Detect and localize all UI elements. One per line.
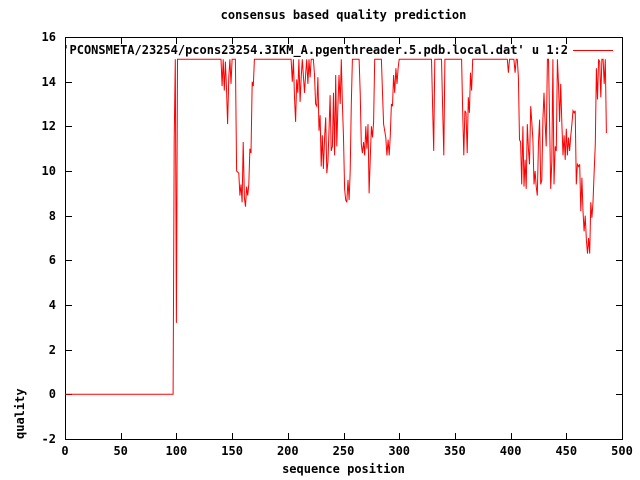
x-tick-label: 400 bbox=[499, 444, 522, 458]
x-tick-label: 100 bbox=[165, 444, 188, 458]
x-axis-label: sequence position bbox=[282, 462, 405, 476]
x-tick-label: 0 bbox=[61, 444, 69, 458]
y-tick-label: 2 bbox=[48, 342, 56, 357]
x-tick-label: 500 bbox=[611, 444, 633, 458]
y-tick-label: 12 bbox=[41, 119, 56, 134]
x-tick-label: 150 bbox=[221, 444, 243, 458]
y-tick-label: 6 bbox=[48, 253, 56, 268]
y-tick-label: 0 bbox=[48, 387, 56, 402]
x-tick-label: 450 bbox=[555, 444, 578, 458]
y-tick-label: 8 bbox=[48, 208, 56, 223]
y-axis-label: quality bbox=[13, 388, 27, 439]
chart-title: consensus based quality prediction bbox=[220, 8, 467, 22]
plot-border bbox=[65, 37, 623, 440]
y-tick-label: 16 bbox=[41, 30, 56, 44]
x-tick-label: 250 bbox=[332, 444, 355, 458]
x-tick-label: 50 bbox=[113, 444, 128, 458]
y-tick-label: -2 bbox=[41, 432, 56, 446]
y-tick-label: 4 bbox=[48, 298, 56, 312]
y-tick-label: 10 bbox=[41, 164, 56, 178]
x-tick-label: 350 bbox=[444, 444, 466, 458]
quality-line-series bbox=[65, 58, 607, 395]
y-tick-label: 14 bbox=[41, 74, 56, 89]
x-tick-label: 200 bbox=[276, 444, 299, 458]
legend-label: 'PCONSMETA/23254/pcons23254.3IKM_A.pgent… bbox=[62, 43, 568, 57]
x-tick-label: 300 bbox=[388, 444, 411, 458]
